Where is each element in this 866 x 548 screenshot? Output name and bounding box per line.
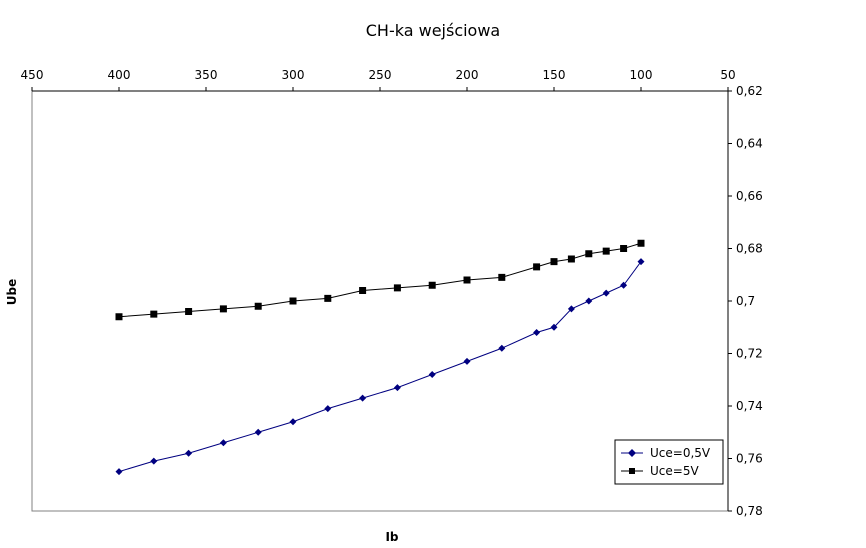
series-2-point [602, 247, 610, 255]
series-1-point [637, 258, 645, 266]
x-tick-label: 50 [720, 68, 735, 82]
x-tick-label: 250 [369, 68, 392, 82]
series-2-point [533, 263, 541, 271]
series-1-point [289, 418, 297, 426]
y-tick-label: 0,76 [736, 452, 763, 466]
legend-label-series-2: Uce=5V [650, 464, 699, 478]
series-2-point [219, 305, 227, 313]
series-1-point [393, 384, 401, 392]
series-1-point [498, 344, 506, 352]
series-1-point [219, 439, 227, 447]
series-2-point [585, 250, 593, 258]
y-axis-title: Ube [5, 279, 19, 305]
series-2-point [393, 284, 401, 292]
x-tick-label: 400 [108, 68, 131, 82]
series-2-point [620, 245, 628, 252]
legend-marker-series-2 [629, 468, 635, 474]
series-2-point [550, 258, 558, 266]
series-2-point [324, 294, 332, 302]
series-1-point [324, 405, 332, 413]
series-1-point [585, 297, 593, 305]
legend-marker-series-1 [628, 449, 636, 457]
series-2-point [498, 273, 506, 281]
x-axis-title: Ib [385, 530, 398, 544]
series-1-point [620, 281, 628, 289]
y-tick-label: 0,68 [736, 242, 763, 256]
y-tick-label: 0,72 [736, 347, 763, 361]
series-1-point [428, 371, 436, 378]
legend-box [614, 439, 724, 485]
series-2-point [289, 297, 297, 305]
y-tick-label: 0,74 [736, 399, 763, 413]
series-1-point [550, 323, 558, 331]
y-tick-label: 0,78 [736, 504, 763, 518]
chart-title: CH-ka wejściowa [366, 21, 500, 40]
y-tick-label: 0,62 [736, 84, 763, 98]
series-2-point [254, 302, 262, 310]
x-tick-label: 100 [630, 68, 653, 82]
series-2-point [150, 310, 158, 318]
series-1-point [150, 457, 158, 465]
x-tick-label: 200 [456, 68, 479, 82]
series-1-point [533, 329, 541, 336]
legend-label-series-1: Uce=0,5V [650, 446, 711, 460]
series-1-line [118, 261, 642, 473]
series-1 [115, 258, 645, 476]
y-tick-label: 0,7 [736, 294, 755, 308]
series-2-point [637, 239, 645, 247]
y-tick-label: 0,64 [736, 137, 763, 151]
series-2-line [118, 242, 642, 318]
x-tick-label: 300 [282, 68, 305, 82]
series-2 [115, 239, 645, 321]
x-tick-label: 450 [21, 68, 44, 82]
x-tick-label: 150 [543, 68, 566, 82]
series-2-point [428, 281, 436, 289]
series-2-point [463, 276, 471, 284]
series-2-point [115, 313, 123, 321]
series-layer [115, 239, 645, 476]
series-2-point [185, 308, 193, 315]
series-1-point [254, 428, 262, 436]
series-1-point [602, 289, 610, 297]
y-tick-label: 0,66 [736, 189, 763, 203]
series-1-point [567, 305, 575, 313]
series-2-point [567, 255, 575, 263]
series-1-point [463, 357, 471, 365]
x-ticks: 450 400 350 300 250 200 150 100 50 [21, 68, 736, 91]
x-tick-label: 350 [195, 68, 218, 82]
legend: Uce=0,5V Uce=5V [614, 439, 724, 485]
y-ticks: 0,62 0,64 0,66 0,68 0,7 0,72 0,74 0,76 0,78 [728, 84, 763, 518]
series-1-point [185, 449, 193, 457]
series-1-point [359, 394, 367, 402]
series-2-point [359, 287, 367, 294]
series-1-point [115, 468, 123, 476]
